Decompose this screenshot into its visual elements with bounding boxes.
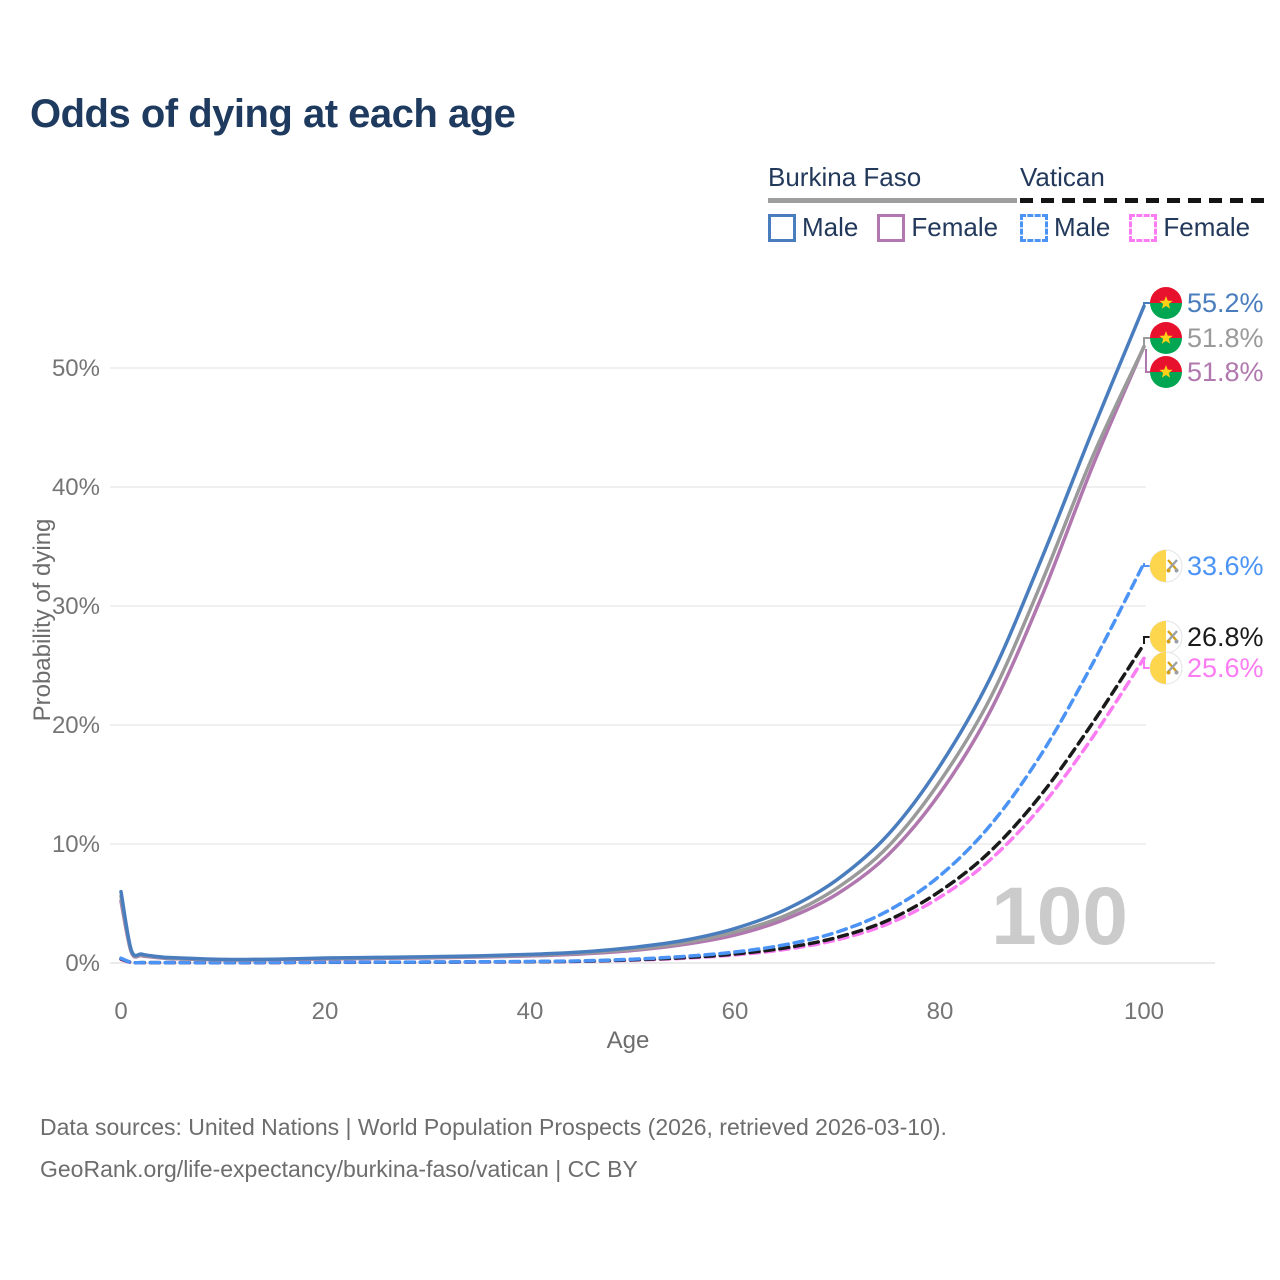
burkina-faso-flag-icon [1150,322,1182,354]
hover-age-indicator: 100 [991,871,1128,962]
end-label-burkina-faso-female: 51.8% [1187,357,1264,387]
legend-item-burkina-faso-female[interactable]: Female [877,212,998,243]
legend-line-sample-vatican [1020,198,1270,203]
legend-item-vatican-male[interactable]: Male [1020,212,1110,243]
label-connectors [1143,302,1150,669]
series-line-vatican-male [119,561,1146,965]
footer: Data sources: United Nations | World Pop… [40,1106,947,1190]
vatican-flag-icon [1149,620,1183,654]
vatican-flag-icon [1149,549,1183,583]
legend-swatch-burkina-faso-male [768,213,796,242]
legend-group-vatican-label[interactable]: Vatican [1020,162,1105,192]
series-line-burkina-faso-all [119,344,1146,962]
legend-item-label: Male [1054,212,1111,242]
x-axis-ticks: 0 20 40 60 80 100 [114,998,1164,1025]
y-tick-30: 30% [52,593,100,620]
y-axis-title: Probability of dying [29,519,56,722]
legend-group-burkina-faso-label[interactable]: Burkina Faso [768,162,922,192]
y-tick-20: 20% [52,712,100,739]
y-tick-10: 10% [52,831,100,858]
x-tick-20: 20 [312,998,339,1025]
burkina-faso-flag-icon [1150,356,1182,388]
y-tick-40: 40% [52,474,100,501]
legend-item-burkina-faso-male[interactable]: Male [768,212,858,243]
legend-item-label: Female [911,212,999,242]
burkina-faso-flag-icon [1150,287,1182,319]
legend-swatch-burkina-faso-female [877,213,906,242]
legend-swatch-vatican-female [1129,213,1158,242]
legend-item-vatican-female[interactable]: Female [1129,212,1250,243]
legend-swatch-vatican-male [1020,213,1048,242]
x-tick-0: 0 [114,998,127,1025]
series-line-burkina-faso-female [119,344,1146,962]
end-label-burkina-faso-all: 51.8% [1187,323,1264,353]
x-axis-title: Age [607,1027,650,1054]
end-label-vatican-all: 26.8% [1187,622,1264,652]
series-line-burkina-faso-male [119,304,1146,962]
vatican-flag-icon [1149,651,1183,685]
x-tick-100: 100 [1124,998,1164,1025]
legend-group-vatican: Vatican Male Female [1020,162,1270,243]
end-label-burkina-faso-male: 55.2% [1187,288,1264,318]
legend-item-label: Female [1163,212,1251,242]
end-label-vatican-female: 25.6% [1187,653,1264,683]
x-tick-80: 80 [927,998,954,1025]
end-value-labels: 55.2% 51.8% 51.8% 33.6% 26.8% 25.6% [1187,288,1264,683]
legend-group-burkina-faso: Burkina Faso Male Female [768,162,1018,243]
footer-data-sources: Data sources: United Nations | World Pop… [40,1114,947,1140]
end-label-vatican-male: 33.6% [1187,551,1264,581]
y-tick-50: 50% [52,355,100,382]
legend-item-label: Male [802,212,859,242]
y-tick-0: 0% [65,950,100,977]
x-tick-40: 40 [517,998,544,1025]
legend-line-sample-burkina-faso [768,198,1018,203]
footer-attribution: GeoRank.org/life-expectancy/burkina-faso… [40,1156,638,1182]
series-curves [119,304,1146,965]
y-axis-ticks: 0% 10% 20% 30% 40% 50% [52,355,100,977]
x-tick-60: 60 [722,998,749,1025]
page-title: Odds of dying at each age [30,92,516,136]
